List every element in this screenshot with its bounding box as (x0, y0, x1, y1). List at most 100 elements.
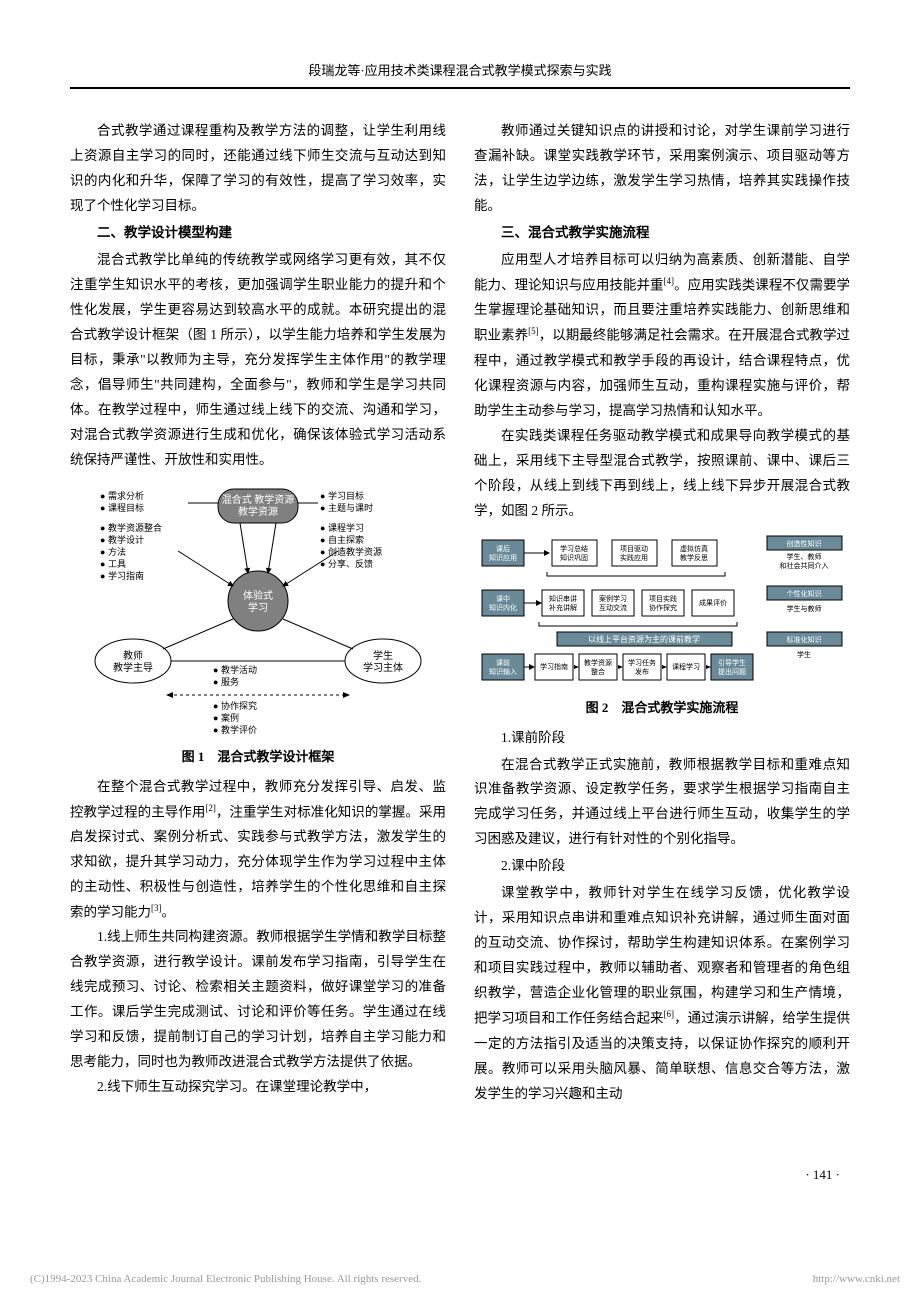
svg-text:案例: 案例 (221, 712, 239, 723)
svg-text:知识串讲: 知识串讲 (549, 594, 577, 603)
svg-text:●: ● (320, 547, 325, 557)
page-header: 段瑞龙等·应用技术类课程混合式教学模式探索与实践 (70, 60, 850, 89)
svg-text:学习任务: 学习任务 (628, 658, 656, 667)
figure-1-caption: 图 1 混合式教学设计框架 (70, 745, 446, 769)
para: 课堂教学中，教师针对学生在线学习反馈，优化教学设计，采用知识点串讲和重难点知识补… (474, 881, 850, 1106)
svg-text:学生与教师: 学生与教师 (787, 604, 822, 613)
svg-text:课前: 课前 (496, 658, 510, 667)
svg-text:提出问题: 提出问题 (718, 667, 746, 676)
svg-text:项目驱动: 项目驱动 (620, 544, 648, 553)
svg-text:学习总结: 学习总结 (560, 544, 588, 553)
svg-text:协作探究: 协作探究 (649, 603, 677, 612)
left-column: 合式教学通过课程重构及教学方法的调整，让学生利用线上资源自主学习的同时，还能通过… (70, 119, 446, 1107)
svg-text:成果评价: 成果评价 (699, 598, 727, 607)
svg-text:教师: 教师 (123, 649, 143, 662)
figure-2: 课后 知识应用 学习总结 知识巩固 项目驱动 实践应用 虚拟仿真 教学反思 创造… (474, 532, 850, 692)
svg-text:●: ● (213, 725, 218, 735)
page-number: · 141 · (70, 1167, 850, 1183)
svg-text:发布: 发布 (635, 667, 649, 676)
svg-text:分享、反馈: 分享、反馈 (328, 558, 373, 569)
svg-text:●: ● (320, 523, 325, 533)
para: 在混合式教学正式实施前，教师根据教学目标和重难点知识准备教学资源、设定教学任务，… (474, 753, 850, 853)
svg-text:以线上平台资源为主的课前教学: 以线上平台资源为主的课前教学 (588, 634, 700, 644)
copyright-text: (C)1994-2023 China Academic Journal Elec… (30, 1273, 421, 1285)
svg-text:●: ● (100, 559, 105, 569)
svg-text:工具: 工具 (108, 559, 126, 569)
svg-text:知识巩固: 知识巩固 (560, 553, 588, 562)
svg-text:引导学生: 引导学生 (718, 658, 746, 667)
svg-text:教学活动: 教学活动 (221, 664, 257, 675)
svg-text:课程学习: 课程学习 (328, 522, 364, 533)
para: 教师通过关键知识点的讲授和讨论，对学生课前学习进行查漏补缺。课堂实践教学环节，采… (474, 119, 850, 219)
svg-text:教学主导: 教学主导 (113, 661, 153, 674)
para: 合式教学通过课程重构及教学方法的调整，让学生利用线上资源自主学习的同时，还能通过… (70, 119, 446, 219)
svg-text:学习目标: 学习目标 (328, 490, 364, 501)
svg-text:个性化知识: 个性化知识 (787, 589, 822, 598)
svg-text:●: ● (320, 535, 325, 545)
svg-text:和社会共同介入: 和社会共同介入 (780, 561, 829, 570)
svg-text:教学资源: 教学资源 (238, 505, 278, 518)
svg-text:案例学习: 案例学习 (599, 594, 627, 603)
svg-text:●: ● (100, 535, 105, 545)
svg-text:学习: 学习 (248, 601, 268, 614)
svg-text:需求分析: 需求分析 (108, 490, 144, 501)
figure-2-caption: 图 2 混合式教学实施流程 (474, 696, 850, 720)
svg-text:协作探究: 协作探究 (221, 700, 257, 711)
svg-text:●: ● (213, 701, 218, 711)
svg-text:●: ● (100, 503, 105, 513)
svg-text:教学反思: 教学反思 (680, 553, 708, 562)
svg-text:●: ● (100, 571, 105, 581)
svg-text:●: ● (213, 713, 218, 723)
svg-text:项目实践: 项目实践 (649, 594, 677, 603)
svg-text:课程目标: 课程目标 (108, 502, 144, 513)
svg-text:●: ● (213, 665, 218, 675)
svg-text:教学资源整合: 教学资源整合 (108, 522, 162, 533)
svg-text:创造性知识: 创造性知识 (787, 539, 822, 548)
figure-1: 混合式 教学资源 教学资源 需求分析 ● 课程目标 ● 学习目标 ● 主题与课时… (70, 481, 446, 741)
svg-text:知识应用: 知识应用 (489, 553, 517, 562)
svg-text:●: ● (320, 503, 325, 513)
svg-text:课后: 课后 (496, 544, 510, 553)
svg-text:创造教学资源: 创造教学资源 (328, 546, 382, 557)
svg-text:学生: 学生 (373, 649, 393, 662)
svg-text:主题与课时: 主题与课时 (328, 502, 373, 513)
copyright-footer: (C)1994-2023 China Academic Journal Elec… (0, 1273, 920, 1305)
svg-text:互动交流: 互动交流 (599, 603, 627, 612)
svg-text:学习指南: 学习指南 (108, 570, 144, 581)
svg-text:自主探索: 自主探索 (328, 534, 364, 545)
svg-text:学生、教师: 学生、教师 (787, 552, 822, 561)
svg-text:课中: 课中 (496, 594, 510, 603)
right-column: 教师通过关键知识点的讲授和讨论，对学生课前学习进行查漏补缺。课堂实践教学环节，采… (474, 119, 850, 1107)
svg-text:整合: 整合 (591, 667, 605, 676)
svg-text:方法: 方法 (108, 546, 126, 557)
svg-text:教学资源: 教学资源 (584, 658, 612, 667)
para: 在实践类课程任务驱动教学模式和成果导向教学模式的基础上，采用线下主导型混合式教学… (474, 424, 850, 524)
svg-text:学习主体: 学习主体 (363, 661, 403, 674)
svg-text:●: ● (100, 547, 105, 557)
svg-text:●: ● (213, 677, 218, 687)
fig1-text: 混合式 教学资源 (222, 493, 295, 506)
svg-text:●: ● (320, 491, 325, 501)
svg-text:虚拟仿真: 虚拟仿真 (680, 544, 708, 553)
copyright-url: http://www.cnki.net (813, 1273, 900, 1285)
section-heading: 三、混合式教学实施流程 (474, 221, 850, 246)
para: 1.线上师生共同构建资源。教师根据学生学情和教学目标整合教学资源，进行教学设计。… (70, 925, 446, 1075)
svg-text:学生: 学生 (797, 650, 811, 659)
svg-text:知识输入: 知识输入 (489, 667, 517, 676)
svg-text:补充讲解: 补充讲解 (549, 603, 577, 612)
svg-text:课程学习: 课程学习 (672, 662, 700, 671)
svg-text:学习指南: 学习指南 (540, 662, 568, 671)
para: 在整个混合式教学过程中，教师充分发挥引导、启发、监控教学过程的主导作用[2]，注… (70, 775, 446, 926)
svg-text:教学评价: 教学评价 (221, 724, 257, 735)
svg-text:教学设计: 教学设计 (108, 534, 144, 545)
para: 应用型人才培养目标可以归纳为高素质、创新潜能、自学能力、理论知识与应用技能并重[… (474, 248, 850, 424)
svg-text:标准化知识: 标准化知识 (787, 635, 822, 644)
section-heading: 二、教学设计模型构建 (70, 221, 446, 246)
svg-text:实践应用: 实践应用 (620, 553, 648, 562)
svg-text:服务: 服务 (221, 676, 239, 687)
para: 混合式教学比单纯的传统教学或网络学习更有效，其不仅注重学生知识水平的考核，更加强… (70, 248, 446, 473)
svg-text:●: ● (100, 491, 105, 501)
subsection: 1.课前阶段 (474, 726, 850, 751)
subsection: 2.课中阶段 (474, 854, 850, 879)
para: 2.线下师生互动探究学习。在课堂理论教学中， (70, 1075, 446, 1100)
